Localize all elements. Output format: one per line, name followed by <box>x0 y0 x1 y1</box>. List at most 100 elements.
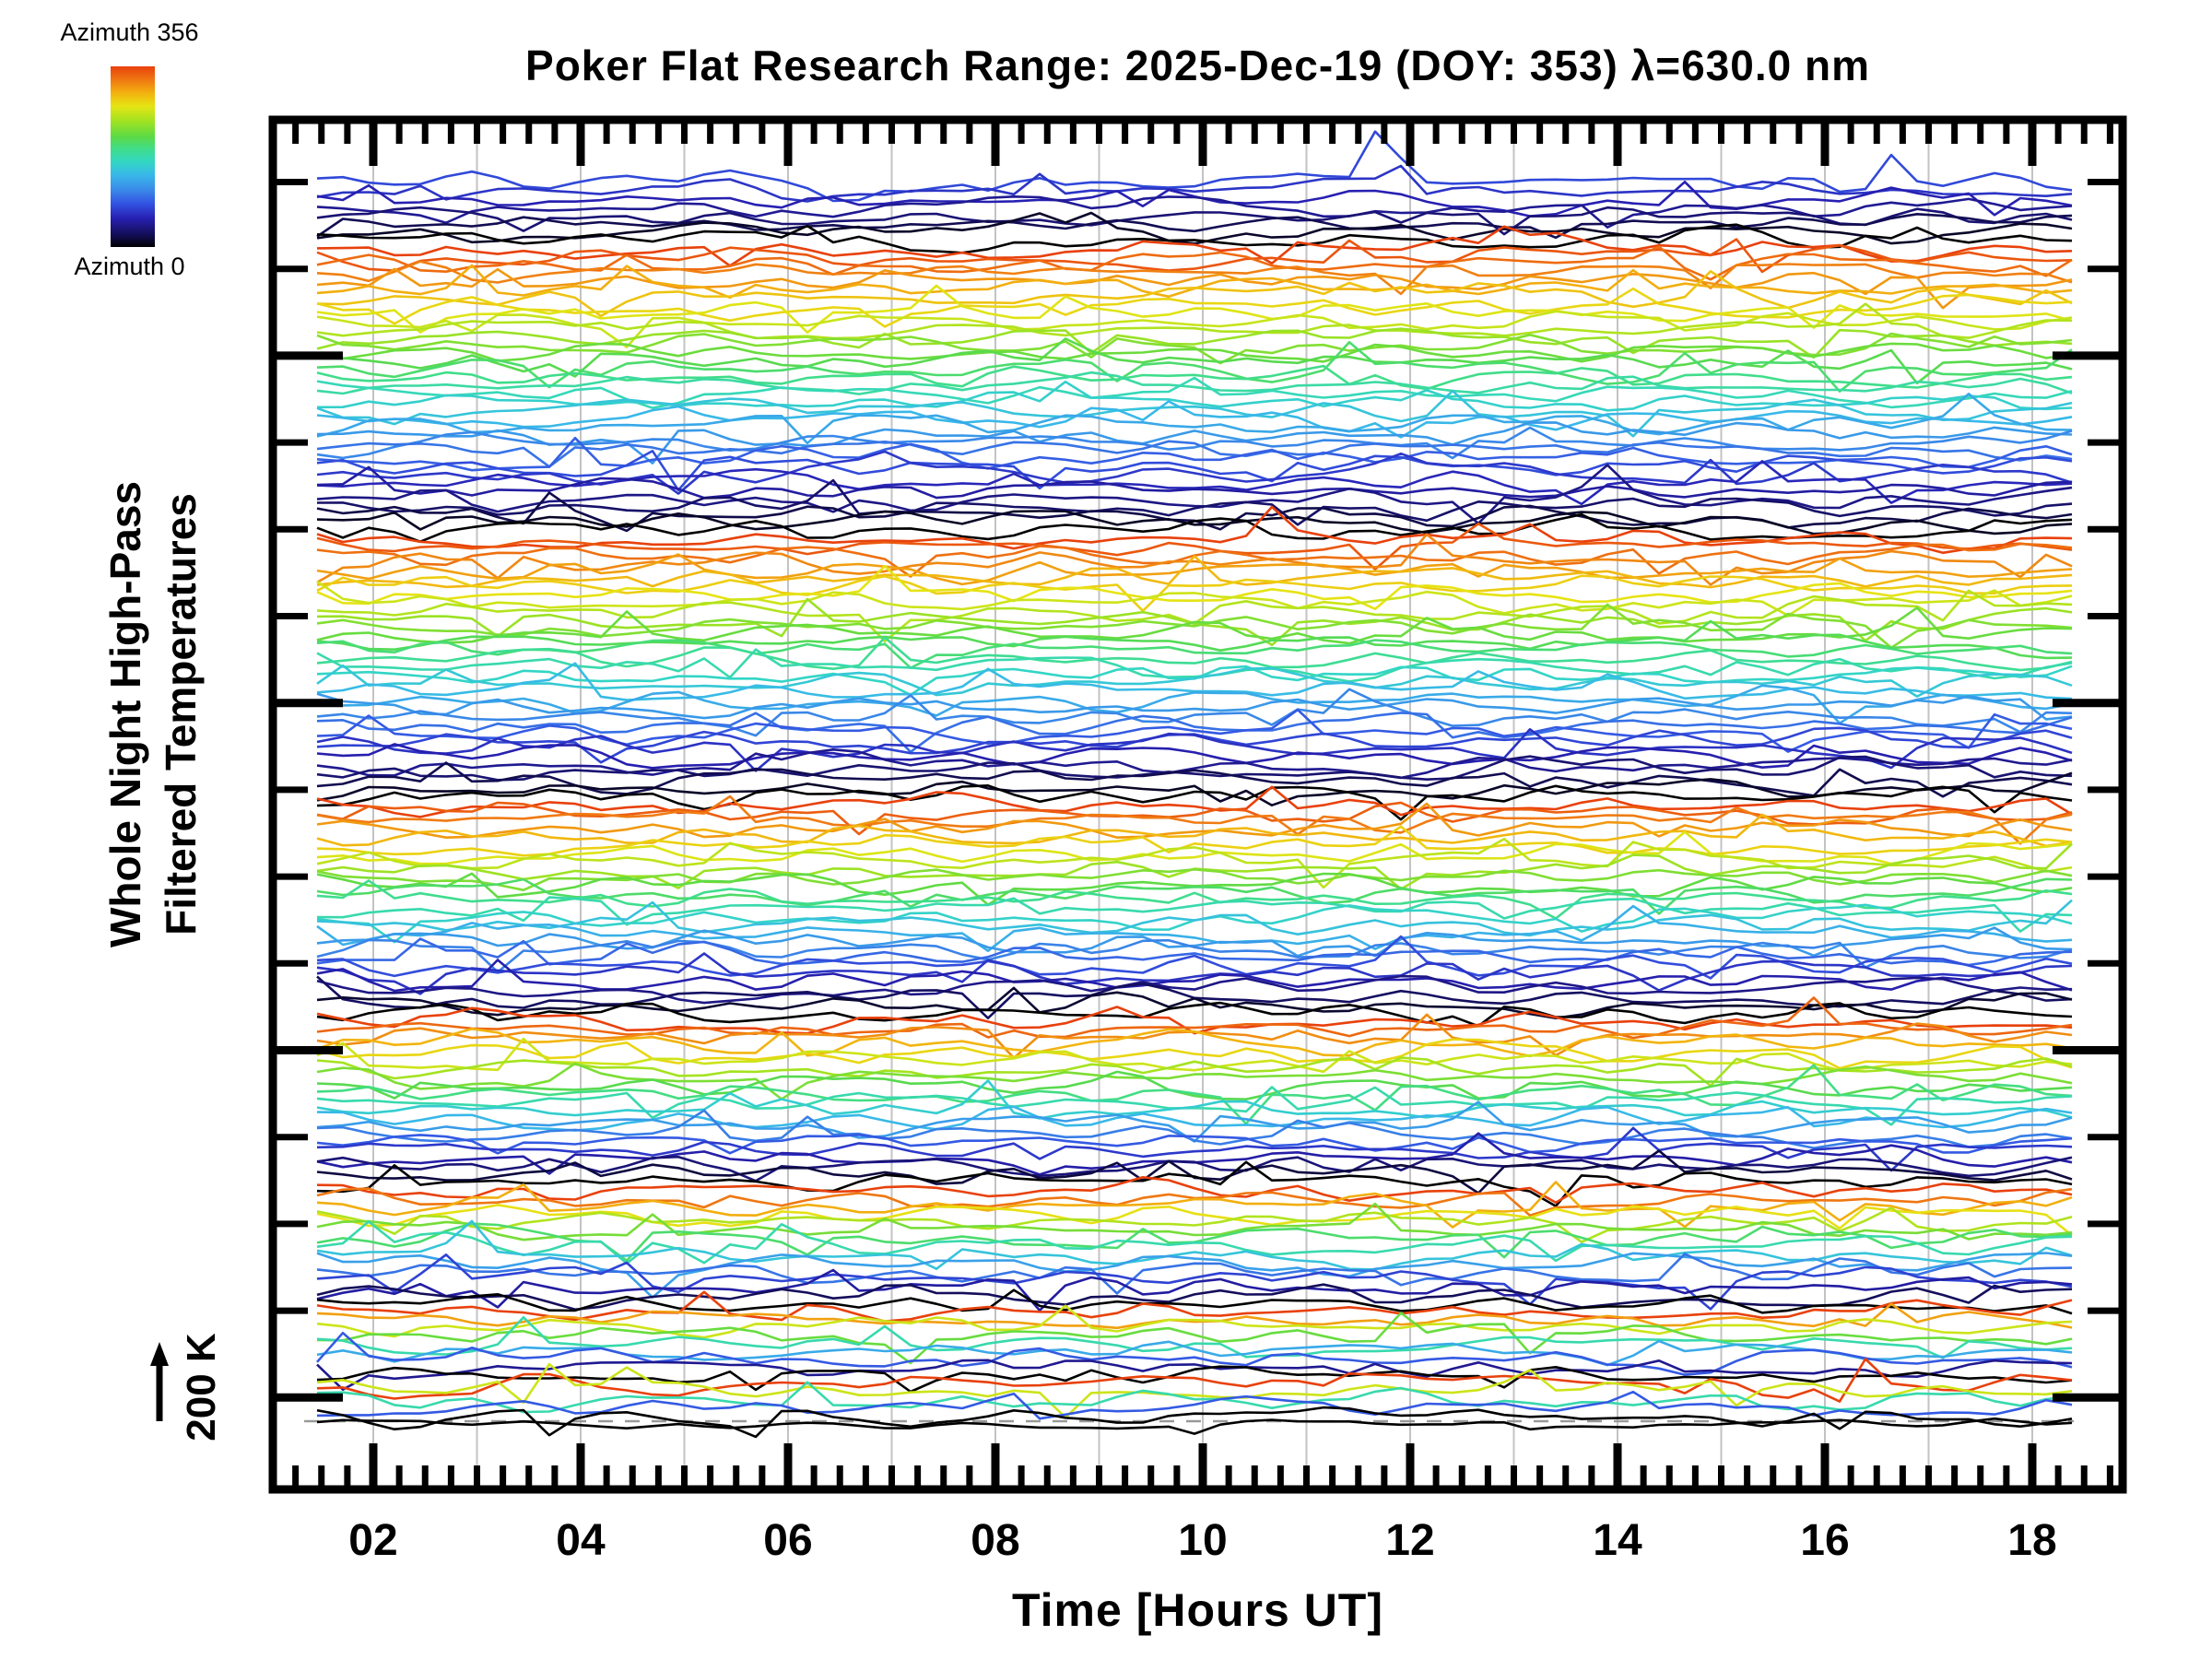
x-tick-label: 10 <box>1178 1516 1228 1565</box>
trace <box>316 896 2073 933</box>
trace <box>316 664 2073 698</box>
trace <box>316 371 2073 395</box>
y-axis-label-line1: Whole Night High-Pass <box>101 481 149 947</box>
trace <box>316 830 2073 865</box>
trace <box>316 1359 2073 1391</box>
trace <box>316 465 2073 500</box>
trace <box>316 206 2073 236</box>
trace <box>316 785 2073 818</box>
trace <box>316 688 2073 737</box>
trace <box>316 937 2073 967</box>
trace <box>316 512 2073 544</box>
trace <box>316 340 2073 394</box>
trace <box>316 449 2073 492</box>
y-axis-label: Whole Night High-Pass Filtered Temperatu… <box>98 438 212 991</box>
trace <box>316 1358 2073 1403</box>
trace <box>316 310 2073 348</box>
trace <box>316 1204 2073 1237</box>
x-tick-label: 08 <box>971 1516 1020 1565</box>
trace <box>316 580 2073 618</box>
trace <box>316 1390 2073 1420</box>
trace <box>316 1417 2073 1435</box>
trace <box>316 555 2073 589</box>
trace <box>316 606 2073 645</box>
trace <box>316 783 2073 821</box>
trace <box>316 1079 2073 1120</box>
trace <box>316 1155 2073 1182</box>
trace <box>316 1028 2073 1058</box>
y-axis-label-line2: Filtered Temperatures <box>157 493 205 935</box>
x-tick-label: 04 <box>556 1516 606 1565</box>
trace <box>316 619 2073 660</box>
azimuth-colorbar <box>111 66 155 247</box>
trace <box>316 1304 2073 1339</box>
trace <box>316 436 2073 472</box>
trace <box>316 794 2073 845</box>
trace <box>316 708 2073 753</box>
trace <box>316 302 2073 340</box>
trace <box>316 238 2073 274</box>
colorbar-min-label: Azimuth 0 <box>74 253 185 280</box>
trace <box>316 505 2073 555</box>
trace <box>316 267 2073 310</box>
trace <box>316 712 2073 754</box>
trace <box>316 743 2073 770</box>
trace <box>316 164 2073 203</box>
chart-title: Poker Flat Research Range: 2025-Dec-19 (… <box>525 41 1870 89</box>
trace <box>316 213 2073 240</box>
trace <box>316 1219 2073 1271</box>
trace <box>316 553 2073 586</box>
trace <box>316 904 2073 952</box>
trace <box>316 1253 2073 1295</box>
x-tick-label: 14 <box>1593 1516 1642 1565</box>
x-tick-label: 02 <box>348 1516 398 1565</box>
trace <box>316 342 2073 363</box>
trace <box>316 376 2073 410</box>
trace <box>316 400 2073 439</box>
x-tick-label: 12 <box>1385 1516 1435 1565</box>
trace <box>316 1149 2073 1194</box>
trace <box>316 747 2073 780</box>
trace <box>316 1283 2073 1312</box>
trace <box>316 1062 2073 1100</box>
trace <box>316 1181 2073 1229</box>
trace <box>316 392 2073 445</box>
trace <box>316 952 2073 995</box>
trace <box>316 813 2073 848</box>
scale-bar-arrow <box>150 1342 169 1421</box>
trace <box>316 1288 2073 1315</box>
trace <box>316 938 2073 973</box>
trace <box>316 389 2073 438</box>
trace <box>316 1202 2073 1241</box>
trace <box>316 421 2073 465</box>
trace <box>316 636 2073 672</box>
trace <box>316 1109 2073 1149</box>
trace <box>316 364 2073 391</box>
trace <box>316 879 2073 920</box>
trace <box>316 1056 2073 1088</box>
trace <box>316 692 2073 721</box>
trace <box>316 727 2073 772</box>
trace <box>316 327 2073 359</box>
trace <box>316 639 2073 670</box>
temperature-traces <box>316 130 2073 1439</box>
trace <box>316 1038 2073 1070</box>
trace <box>316 195 2073 229</box>
trace <box>316 1160 2073 1207</box>
colorbar-max-label: Azimuth 356 <box>60 18 199 46</box>
trace <box>316 771 2073 807</box>
trace <box>316 130 2073 203</box>
x-tick-label: 16 <box>1800 1516 1850 1565</box>
trace <box>316 337 2073 385</box>
trace <box>316 648 2073 683</box>
trace <box>316 662 2073 701</box>
trace <box>316 974 2073 1005</box>
trace <box>316 510 2073 535</box>
trace <box>316 899 2073 937</box>
trace <box>316 1064 2073 1125</box>
trace <box>316 574 2073 613</box>
trace <box>316 1220 2073 1265</box>
trace <box>316 1105 2073 1132</box>
